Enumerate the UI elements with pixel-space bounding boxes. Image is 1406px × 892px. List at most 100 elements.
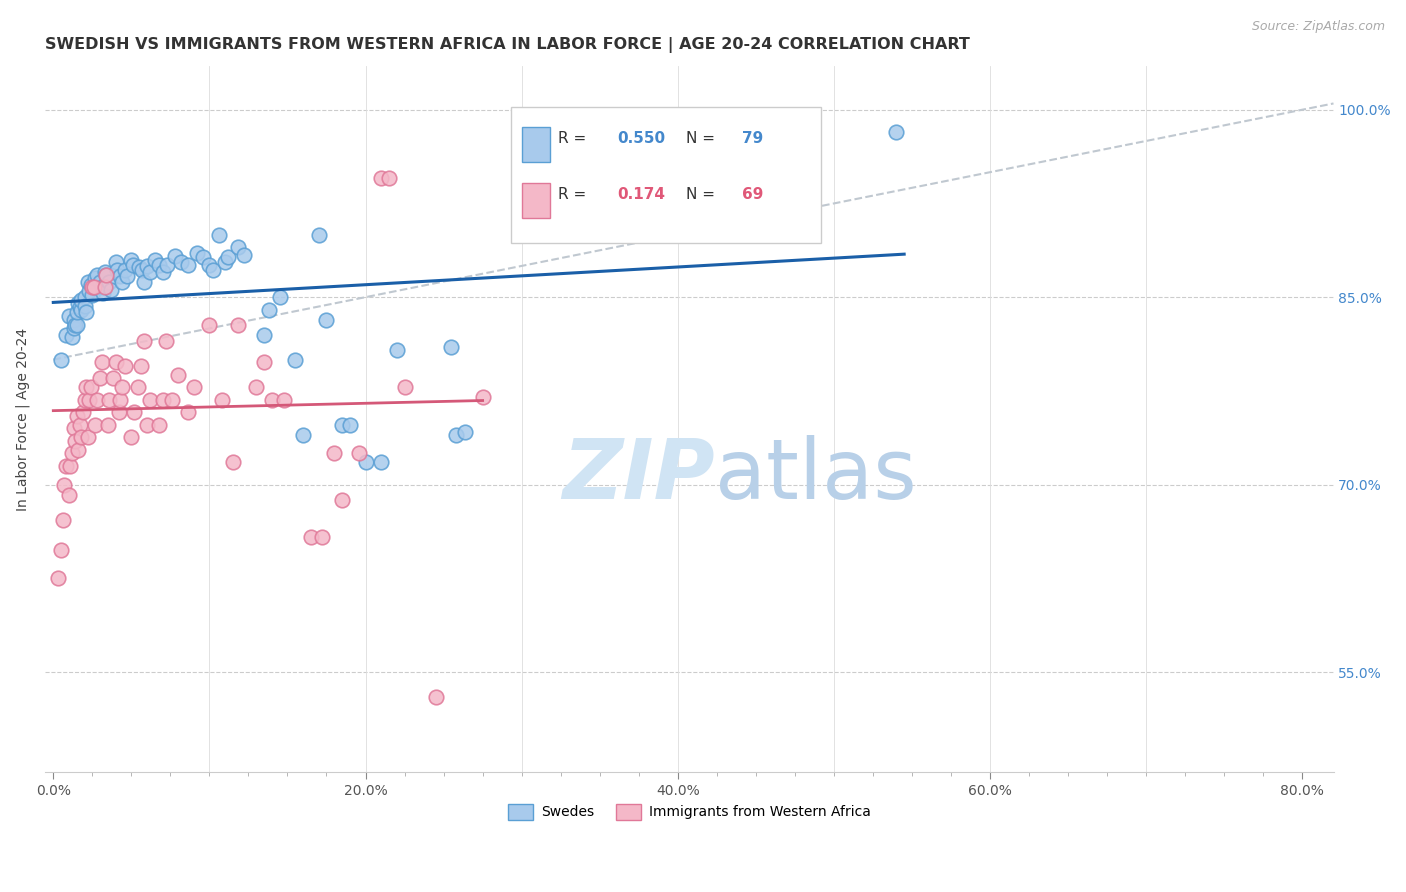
Point	[186, 246, 208, 260]
Point	[311, 530, 333, 544]
Point	[52, 513, 75, 527]
Point	[226, 240, 249, 254]
Point	[89, 371, 111, 385]
Point	[62, 321, 84, 335]
Point	[114, 359, 136, 373]
Point	[59, 458, 82, 473]
Text: 0.550: 0.550	[617, 131, 665, 146]
Point	[122, 258, 145, 272]
Point	[211, 392, 233, 407]
Point	[49, 542, 72, 557]
Point	[58, 487, 80, 501]
Point	[94, 265, 117, 279]
Point	[60, 330, 83, 344]
Point	[49, 352, 72, 367]
Point	[76, 430, 98, 444]
Point	[53, 477, 76, 491]
Point	[80, 277, 103, 292]
Point	[67, 442, 90, 457]
Point	[82, 287, 104, 301]
Point	[299, 530, 322, 544]
Point	[82, 280, 104, 294]
Point	[67, 296, 90, 310]
Point	[66, 409, 89, 423]
Point	[292, 427, 315, 442]
Point	[260, 392, 283, 407]
Point	[198, 258, 221, 272]
Point	[90, 280, 112, 294]
Point	[728, 125, 751, 139]
Point	[605, 153, 627, 167]
Point	[444, 427, 467, 442]
Point	[70, 302, 93, 317]
Point	[385, 343, 408, 357]
Point	[94, 280, 117, 294]
Point	[127, 380, 149, 394]
Point	[100, 283, 122, 297]
Point	[73, 299, 96, 313]
Point	[70, 430, 93, 444]
Point	[315, 312, 337, 326]
Point	[124, 405, 146, 419]
Point	[60, 446, 83, 460]
Text: Source: ZipAtlas.com: Source: ZipAtlas.com	[1251, 20, 1385, 33]
Point	[96, 268, 118, 282]
FancyBboxPatch shape	[510, 107, 821, 244]
Point	[73, 392, 96, 407]
Point	[170, 255, 193, 269]
Text: atlas: atlas	[716, 435, 917, 516]
Point	[80, 380, 103, 394]
Legend: Swedes, Immigrants from Western Africa: Swedes, Immigrants from Western Africa	[503, 798, 876, 825]
Point	[253, 355, 276, 369]
Point	[63, 434, 86, 448]
Point	[63, 318, 86, 332]
Point	[84, 417, 107, 432]
Point	[132, 275, 155, 289]
Point	[886, 125, 908, 139]
Point	[349, 446, 371, 460]
Point	[152, 265, 174, 279]
Point	[167, 368, 190, 382]
Point	[155, 334, 177, 348]
Point	[253, 327, 276, 342]
Y-axis label: In Labor Force | Age 20-24: In Labor Force | Age 20-24	[15, 327, 30, 510]
Point	[62, 312, 84, 326]
Point	[69, 417, 91, 432]
Point	[339, 417, 361, 432]
Point	[198, 318, 221, 332]
Point	[84, 271, 107, 285]
Point	[86, 392, 108, 407]
Point	[148, 258, 170, 272]
FancyBboxPatch shape	[522, 128, 550, 162]
Point	[156, 258, 179, 272]
Point	[152, 392, 174, 407]
Text: N =: N =	[686, 131, 714, 146]
Point	[75, 305, 97, 319]
Point	[330, 492, 353, 507]
Point	[120, 252, 142, 267]
Point	[245, 380, 267, 394]
Point	[308, 227, 330, 242]
Point	[114, 262, 136, 277]
Point	[208, 227, 231, 242]
Point	[128, 260, 150, 275]
Point	[183, 380, 205, 394]
Point	[76, 275, 98, 289]
Point	[108, 405, 131, 419]
Point	[454, 425, 477, 439]
Point	[66, 318, 89, 332]
Text: ZIP: ZIP	[562, 435, 716, 516]
Text: N =: N =	[686, 187, 714, 202]
Text: R =: R =	[558, 131, 586, 146]
Point	[75, 380, 97, 394]
Point	[143, 252, 166, 267]
Point	[111, 275, 134, 289]
Point	[120, 430, 142, 444]
Point	[72, 405, 94, 419]
Point	[111, 380, 134, 394]
Point	[394, 380, 416, 394]
Point	[257, 302, 280, 317]
Point	[104, 355, 127, 369]
Point	[330, 417, 353, 432]
Point	[129, 359, 152, 373]
